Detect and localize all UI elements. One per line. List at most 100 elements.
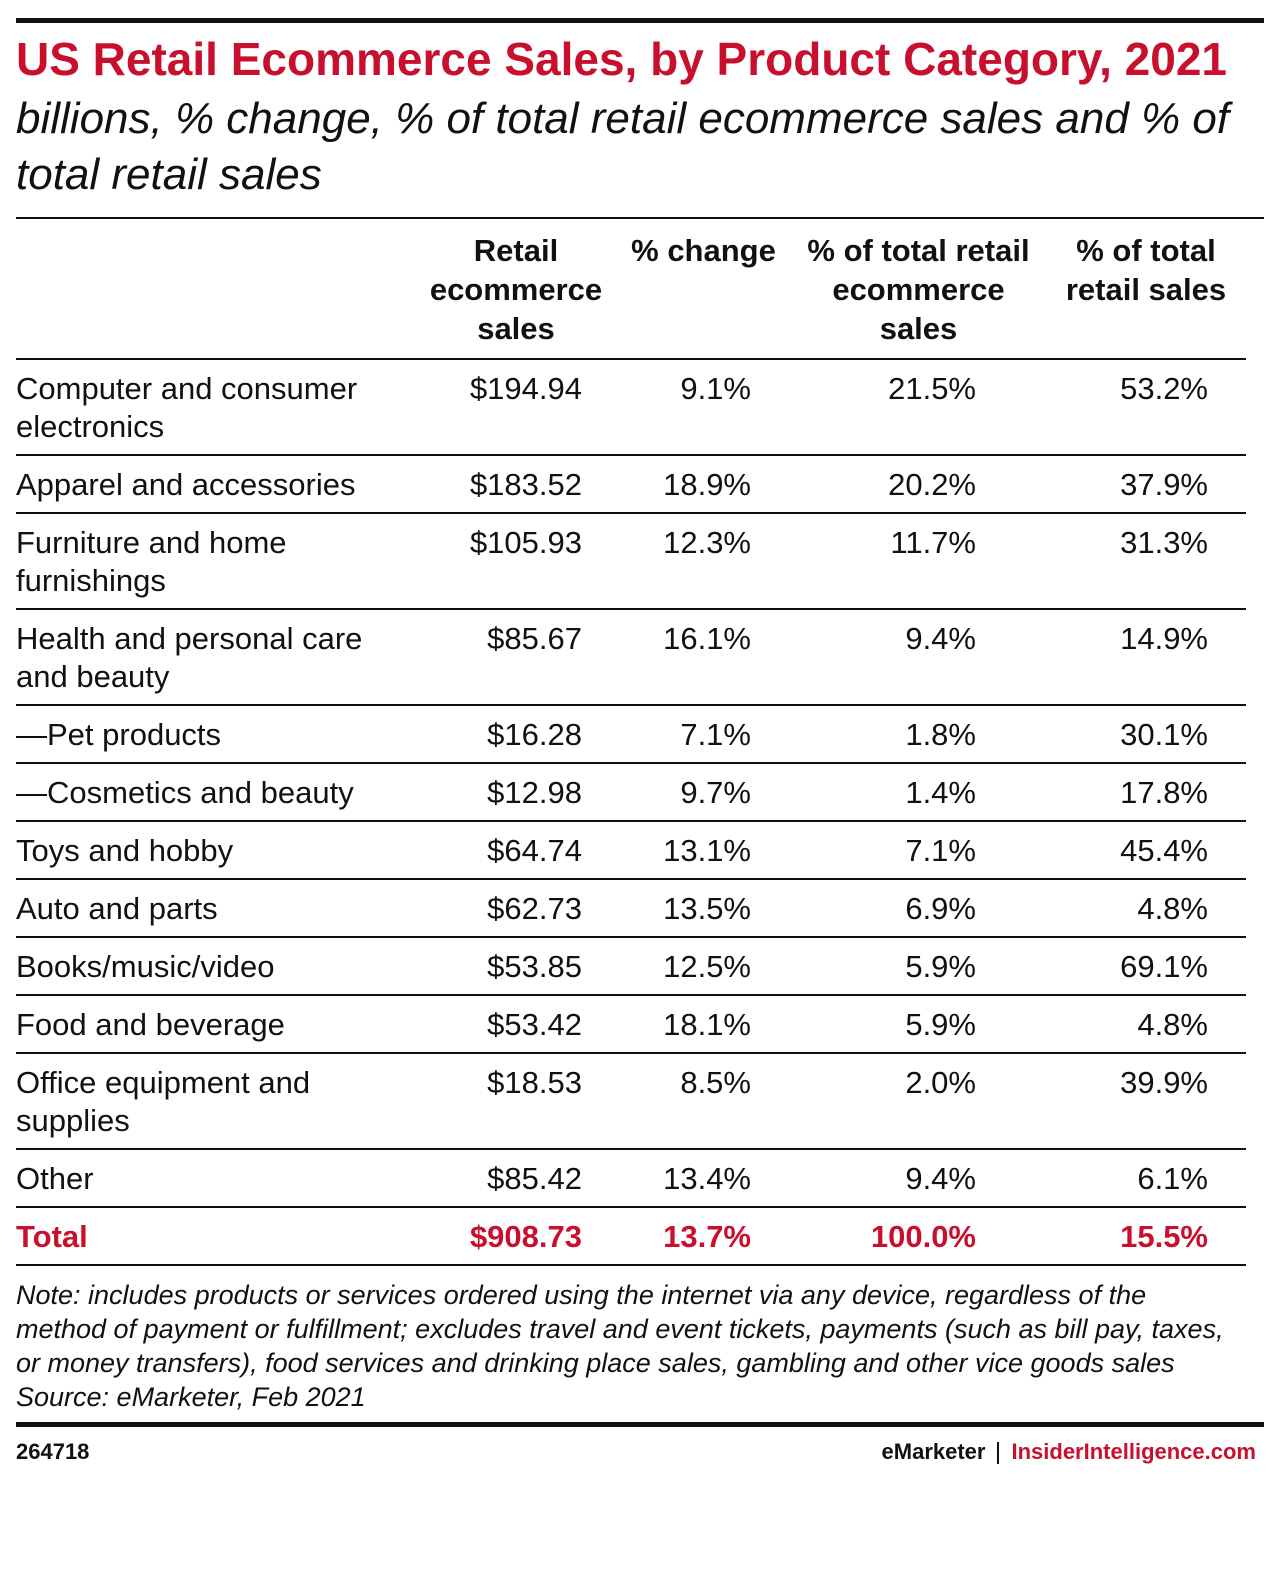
cell: 5.9%: [791, 937, 1046, 996]
cell: 37.9%: [1046, 455, 1246, 514]
chart-id: 264718: [16, 1439, 90, 1464]
table-row: —Cosmetics and beauty $12.98 9.7% 1.4% 17.8%: [16, 763, 1246, 822]
cell: $16.28: [416, 705, 616, 764]
cell: 53.2%: [1046, 359, 1246, 456]
row-label: Other: [16, 1149, 416, 1208]
cell: 69.1%: [1046, 937, 1246, 996]
cell: $64.74: [416, 821, 616, 880]
cell: 16.1%: [616, 609, 791, 706]
separator: [997, 1442, 1000, 1465]
cell: 1.4%: [791, 763, 1046, 822]
cell: $53.42: [416, 995, 616, 1054]
row-label: Office equipment and supplies: [16, 1053, 416, 1150]
table-row: Furniture and home furnishings $105.93 12.…: [16, 513, 1246, 610]
row-label: Health and personal care and beauty: [16, 609, 416, 706]
row-label: Books/music/video: [16, 937, 416, 996]
bottom-rule: [16, 1422, 1264, 1427]
header-row: Retail ecommerce sales% change% of total…: [16, 219, 1246, 360]
row-label: Toys and hobby: [16, 821, 416, 880]
cell: 100.0%: [791, 1207, 1046, 1266]
table-body: Computer and consumer electronics $194.94…: [16, 359, 1246, 1266]
column-header: % of total retail ecommerce sales: [791, 219, 1046, 360]
cell: 31.3%: [1046, 513, 1246, 610]
source: Source: eMarketer, Feb 2021: [16, 1382, 366, 1412]
table-row: Other $85.42 13.4% 9.4% 6.1%: [16, 1149, 1246, 1208]
cell: 7.1%: [616, 705, 791, 764]
table-row: Food and beverage $53.42 18.1% 5.9% 4.8%: [16, 995, 1246, 1054]
cell: 11.7%: [791, 513, 1046, 610]
cell: 8.5%: [616, 1053, 791, 1150]
brand-name: eMarketer: [881, 1439, 986, 1464]
note: Note: includes products or services orde…: [16, 1280, 1224, 1378]
data-table: Retail ecommerce sales% change% of total…: [16, 219, 1246, 1266]
cell: 4.8%: [1046, 995, 1246, 1054]
cell: 2.0%: [791, 1053, 1046, 1150]
row-label: Computer and consumer electronics: [16, 359, 416, 456]
cell: 6.1%: [1046, 1149, 1246, 1208]
footer: 264718 eMarketer InsiderIntelligence.com: [16, 1439, 1264, 1465]
table-row: Auto and parts $62.73 13.5% 6.9% 4.8%: [16, 879, 1246, 938]
title: US Retail Ecommerce Sales, by Product Ca…: [16, 33, 1227, 85]
cell: 13.5%: [616, 879, 791, 938]
cell: 20.2%: [791, 455, 1046, 514]
row-label: —Cosmetics and beauty: [16, 763, 416, 822]
note-block: Note: includes products or services orde…: [16, 1278, 1236, 1414]
brand: eMarketer InsiderIntelligence.com: [882, 1439, 1264, 1465]
cell: 17.8%: [1046, 763, 1246, 822]
cell: $18.53: [416, 1053, 616, 1150]
table-row: Books/music/video $53.85 12.5% 5.9% 69.1%: [16, 937, 1246, 996]
cell: 14.9%: [1046, 609, 1246, 706]
cell: $908.73: [416, 1207, 616, 1266]
cell: 12.3%: [616, 513, 791, 610]
table-row: Health and personal care and beauty $85.6…: [16, 609, 1246, 706]
cell: $62.73: [416, 879, 616, 938]
column-header: % change: [616, 219, 791, 360]
cell: $183.52: [416, 455, 616, 514]
column-header: % of total retail sales: [1046, 219, 1246, 360]
cell: 18.9%: [616, 455, 791, 514]
cell: 6.9%: [791, 879, 1046, 938]
table-row: Total $908.73 13.7% 100.0% 15.5%: [16, 1207, 1246, 1266]
cell: 21.5%: [791, 359, 1046, 456]
row-label: —Pet products: [16, 705, 416, 764]
cell: 1.8%: [791, 705, 1046, 764]
row-label: Auto and parts: [16, 879, 416, 938]
row-label: Apparel and accessories: [16, 455, 416, 514]
row-label: Food and beverage: [16, 995, 416, 1054]
cell: 15.5%: [1046, 1207, 1246, 1266]
cell: 12.5%: [616, 937, 791, 996]
table-row: Office equipment and supplies $18.53 8.5% 2…: [16, 1053, 1246, 1150]
site: InsiderIntelligence.com: [1011, 1439, 1256, 1464]
column-header: Retail ecommerce sales: [416, 219, 616, 360]
subtitle: billions, % change, % of total retail ec…: [16, 94, 1230, 199]
cell: 45.4%: [1046, 821, 1246, 880]
cell: 9.4%: [791, 609, 1046, 706]
row-label: Furniture and home furnishings: [16, 513, 416, 610]
cell: 13.1%: [616, 821, 791, 880]
table-card: US Retail Ecommerce Sales, by Product Ca…: [16, 0, 1264, 1465]
cell: 4.8%: [1046, 879, 1246, 938]
row-label: Total: [16, 1207, 416, 1266]
table-row: Apparel and accessories $183.52 18.9% 20.2%…: [16, 455, 1246, 514]
top-rule: [16, 18, 1264, 23]
cell: 18.1%: [616, 995, 791, 1054]
cell: $85.67: [416, 609, 616, 706]
cell: 30.1%: [1046, 705, 1246, 764]
cell: 13.4%: [616, 1149, 791, 1208]
cell: 9.7%: [616, 763, 791, 822]
table-row: Computer and consumer electronics $194.94…: [16, 359, 1246, 456]
cell: $53.85: [416, 937, 616, 996]
cell: $12.98: [416, 763, 616, 822]
table-row: —Pet products $16.28 7.1% 1.8% 30.1%: [16, 705, 1246, 764]
cell: 9.4%: [791, 1149, 1046, 1208]
cell: 39.9%: [1046, 1053, 1246, 1150]
header-cell: [16, 219, 416, 360]
table-row: Toys and hobby $64.74 13.1% 7.1% 45.4%: [16, 821, 1246, 880]
cell: $105.93: [416, 513, 616, 610]
cell: $194.94: [416, 359, 616, 456]
cell: $85.42: [416, 1149, 616, 1208]
header-rule: [16, 217, 1264, 219]
cell: 5.9%: [791, 995, 1046, 1054]
cell: 13.7%: [616, 1207, 791, 1266]
